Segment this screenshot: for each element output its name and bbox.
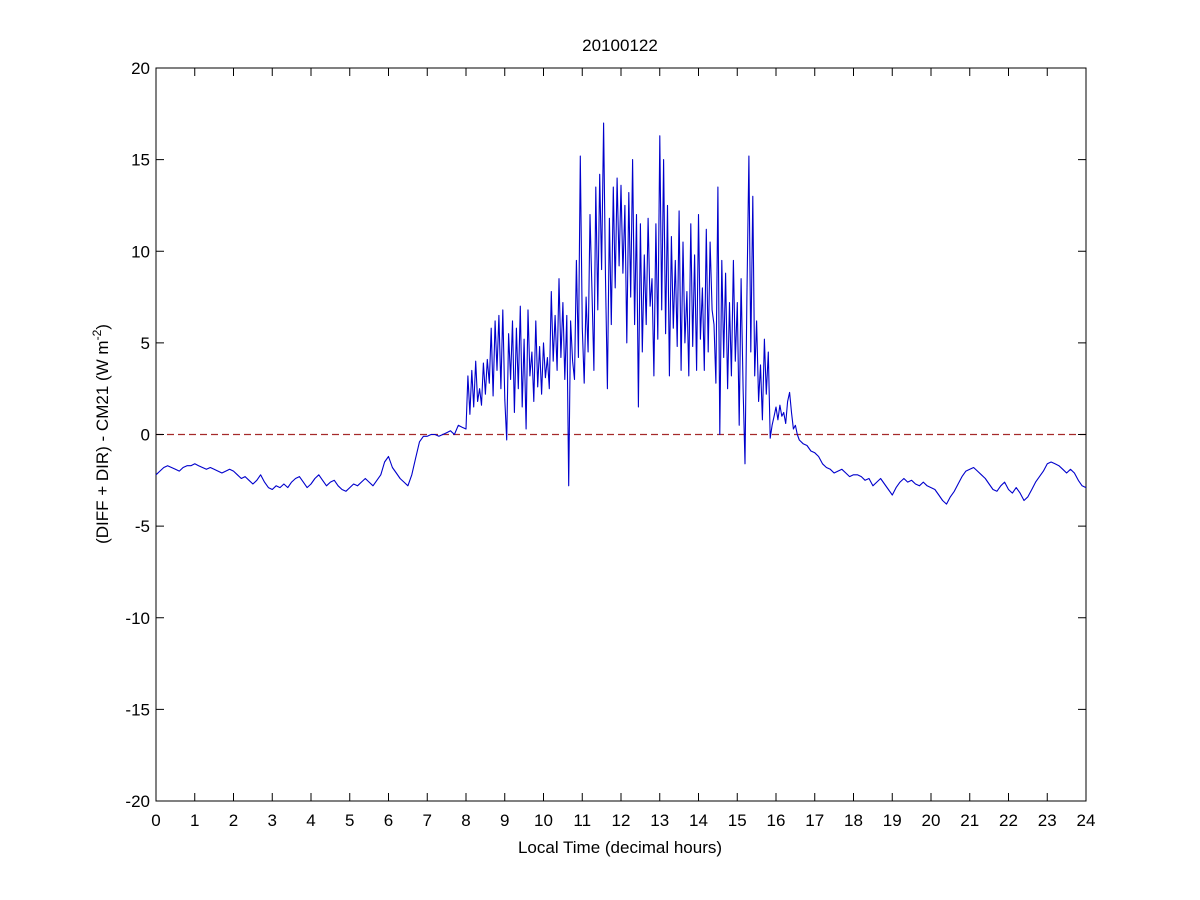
y-tick-label: 10: [131, 242, 150, 261]
y-tick-label: -10: [125, 609, 150, 628]
x-tick-label: 20: [922, 811, 941, 830]
x-tick-label: 18: [844, 811, 863, 830]
series-line-0: [155, 122, 1087, 505]
x-axis: 0 1 2 3 4 5 6 7 8 9 10 11 12 13 14 15 16 17 18 19 20 21 22 23 24: [151, 68, 1095, 830]
x-tick-label: 13: [650, 811, 669, 830]
x-tick-label: 10: [534, 811, 553, 830]
x-tick-label: 3: [268, 811, 277, 830]
x-tick-label: 2: [229, 811, 238, 830]
x-tick-label: 9: [500, 811, 509, 830]
y-tick-label: -5: [135, 517, 150, 536]
x-axis-label: Local Time (decimal hours): [518, 838, 722, 857]
y-tick-label: 0: [141, 426, 150, 445]
x-tick-label: 14: [689, 811, 708, 830]
x-tick-label: 15: [728, 811, 747, 830]
chart-title: 20100122: [582, 36, 658, 55]
series-layer: [155, 122, 1087, 505]
x-tick-label: 19: [883, 811, 902, 830]
x-tick-label: 6: [384, 811, 393, 830]
x-tick-label: 0: [151, 811, 160, 830]
y-axis-label-tail: ): [93, 324, 112, 330]
x-tick-label: 8: [461, 811, 470, 830]
x-tick-label: 24: [1077, 811, 1096, 830]
x-tick-label: 17: [805, 811, 824, 830]
x-tick-label: 1: [190, 811, 199, 830]
y-tick-label: -15: [125, 700, 150, 719]
y-tick-label: 20: [131, 59, 150, 78]
y-tick-label: -20: [125, 792, 150, 811]
x-tick-label: 21: [960, 811, 979, 830]
y-axis: -20 -15 -10 -5 0 5 10 15 20: [125, 59, 1086, 811]
y-tick-label: 15: [131, 151, 150, 170]
y-axis-label: (DIFF + DIR) - CM21 (W m-2): [90, 324, 112, 544]
x-tick-label: 4: [306, 811, 315, 830]
x-tick-label: 12: [612, 811, 631, 830]
y-axis-label-main: (DIFF + DIR) - CM21 (W m: [93, 340, 112, 544]
x-tick-label: 7: [423, 811, 432, 830]
x-tick-label: 16: [767, 811, 786, 830]
y-axis-label-superscript: -2: [90, 329, 104, 340]
y-tick-label: 5: [141, 334, 150, 353]
x-tick-label: 5: [345, 811, 354, 830]
x-tick-label: 22: [999, 811, 1018, 830]
x-tick-label: 23: [1038, 811, 1057, 830]
x-tick-label: 11: [573, 811, 591, 830]
